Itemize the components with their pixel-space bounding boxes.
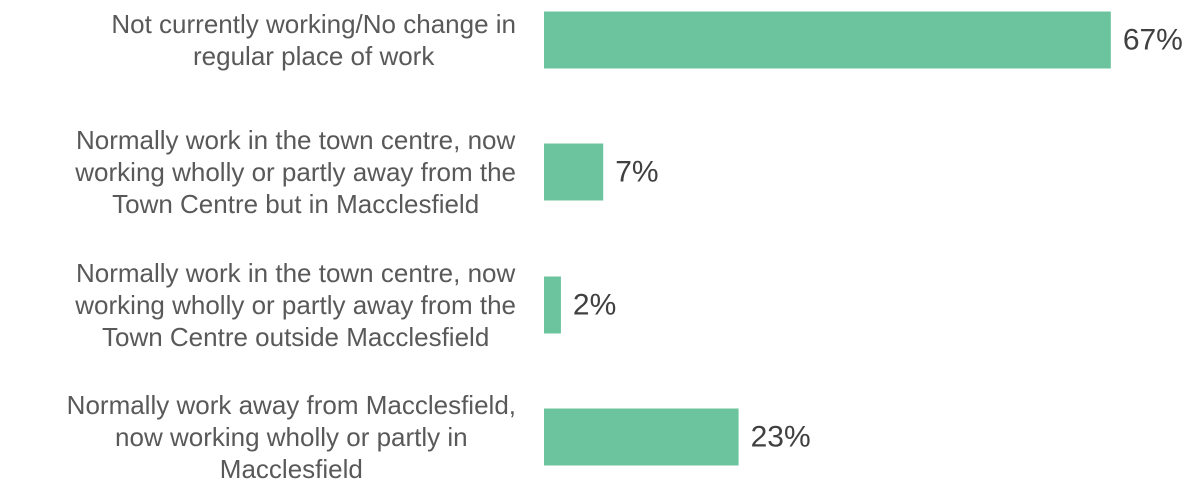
value-label-0: 67% xyxy=(1123,24,1183,57)
category-label-1: Normally work in the town centre, now wor… xyxy=(74,125,516,219)
category-label-3: Normally work away from Macclesfield, now… xyxy=(67,390,516,484)
category-label-2-line-1: working wholly or partly away from the xyxy=(74,290,516,320)
category-label-0: Not currently working/No change in regula… xyxy=(111,9,516,71)
value-label-3: 23% xyxy=(751,421,811,454)
bar-0 xyxy=(544,11,1111,69)
category-label-2: Normally work in the town centre, now wor… xyxy=(74,258,516,352)
value-label-1: 7% xyxy=(615,156,658,189)
category-label-1-line-0: Normally work in the town centre, now xyxy=(76,125,516,155)
category-label-1-line-2: Town Centre but in Macclesfield xyxy=(112,189,479,219)
category-label-0-line-1: regular place of work xyxy=(193,41,435,71)
bar-1 xyxy=(544,143,604,201)
category-label-3-line-0: Normally work away from Macclesfield, xyxy=(67,390,516,420)
category-label-2-line-0: Normally work in the town centre, now xyxy=(76,258,516,288)
bar-2 xyxy=(544,276,561,334)
category-label-1-line-1: working wholly or partly away from the xyxy=(74,157,516,187)
value-label-2: 2% xyxy=(573,289,616,322)
category-label-0-line-0: Not currently working/No change in xyxy=(111,9,516,39)
category-label-3-line-2: Macclesfield xyxy=(220,454,363,484)
category-label-2-line-2: Town Centre outside Macclesfield xyxy=(102,322,489,352)
bar-3 xyxy=(544,408,739,466)
category-label-3-line-1: now working wholly or partly in xyxy=(115,422,468,452)
